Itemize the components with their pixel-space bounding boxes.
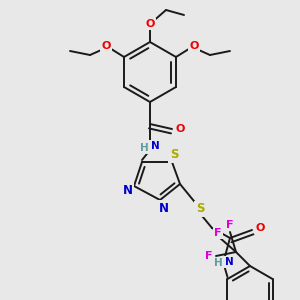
Text: N: N (151, 141, 159, 151)
Text: O: O (175, 124, 185, 134)
Text: O: O (101, 41, 111, 51)
Text: O: O (145, 19, 155, 29)
Text: H: H (214, 258, 222, 268)
Text: H: H (140, 143, 148, 153)
Text: N: N (159, 202, 169, 214)
Text: N: N (225, 257, 233, 267)
Text: F: F (226, 220, 234, 230)
Text: F: F (214, 228, 222, 238)
Text: O: O (255, 223, 265, 233)
Text: S: S (170, 148, 178, 161)
Text: O: O (189, 41, 199, 51)
Text: F: F (205, 251, 213, 261)
Text: S: S (196, 202, 204, 215)
Text: N: N (123, 184, 133, 197)
